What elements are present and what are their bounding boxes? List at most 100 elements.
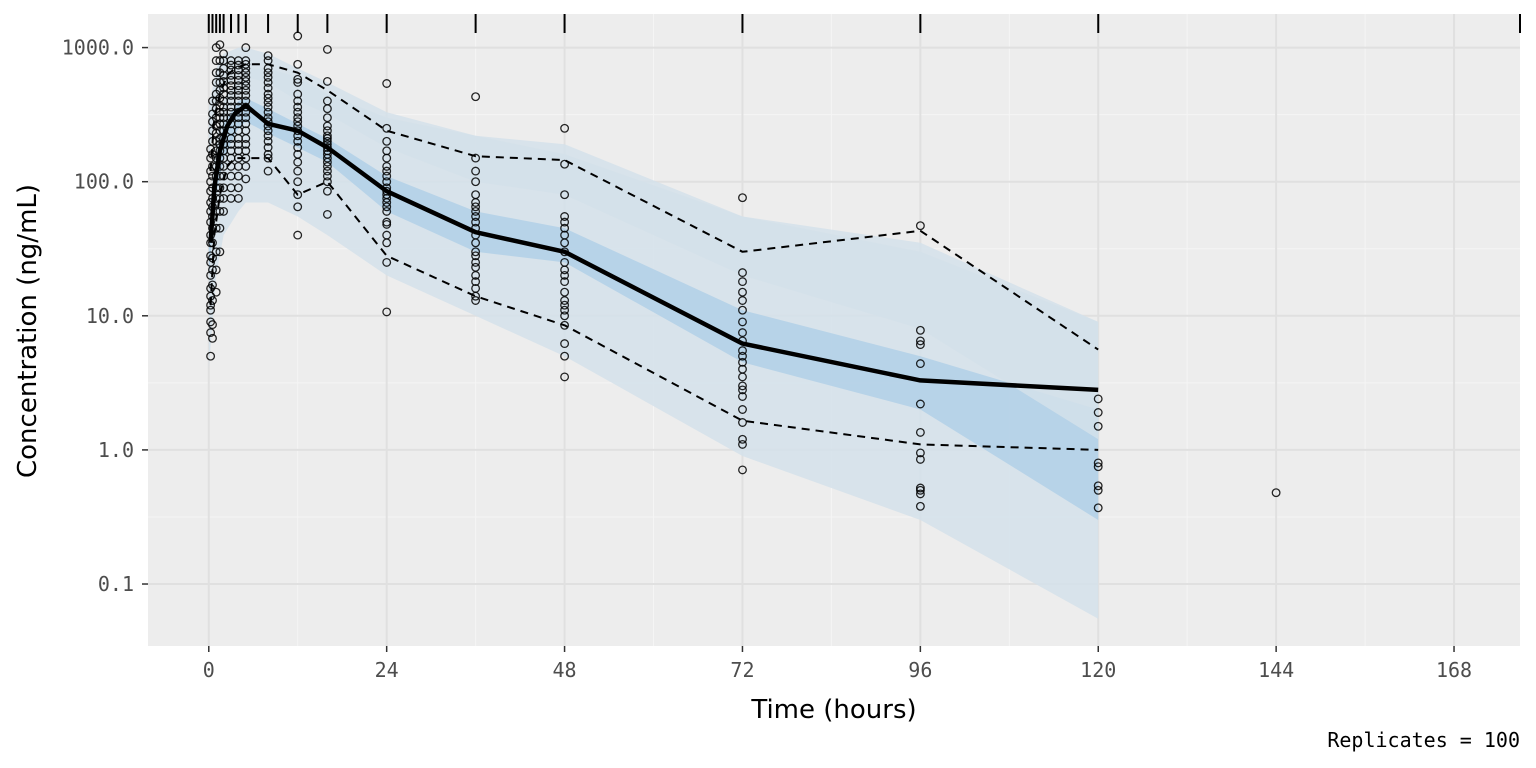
observed-point: [560, 159, 570, 169]
observed-point: [293, 136, 303, 146]
observed-point: [208, 280, 217, 290]
observed-point: [560, 212, 570, 221]
observed-point: [211, 247, 221, 257]
observed-point: [241, 90, 251, 100]
observed-point: [263, 97, 273, 107]
x-axis-title: Time (hours): [750, 695, 916, 725]
x-tick-label: 120: [1080, 658, 1116, 682]
observed-point: [293, 77, 303, 87]
observed-point: [293, 89, 303, 99]
observed-point: [241, 119, 251, 129]
observed-point: [293, 166, 303, 176]
observed-point: [738, 439, 747, 449]
observed-point: [293, 59, 303, 69]
observed-point: [233, 193, 243, 203]
observed-point: [738, 296, 747, 305]
observed-point: [560, 339, 570, 349]
x-tick-label: 24: [375, 658, 399, 682]
observed-point: [263, 153, 273, 163]
observed-point: [215, 247, 225, 257]
observed-point: [293, 96, 303, 106]
axes: 0 24 48 72 96 120 144 168 0.1 1.0 10.0 100.0 1000.0: [62, 36, 1472, 682]
observed-point: [241, 68, 251, 78]
observed-point: [206, 351, 216, 361]
observed-point: [382, 202, 392, 212]
observed-point: [241, 174, 251, 184]
observed-point: [263, 93, 273, 103]
observed-point: [471, 153, 481, 163]
y-tick-label: 1000.0: [62, 36, 134, 60]
observed-point: [471, 190, 481, 200]
observed-point: [293, 143, 303, 152]
observed-point: [1093, 503, 1103, 513]
observed-point: [219, 49, 229, 59]
observed-point: [211, 68, 221, 78]
observed-point: [738, 381, 747, 391]
observed-point: [382, 171, 392, 181]
observed-point: [219, 206, 229, 216]
observed-point: [560, 372, 570, 382]
observed-point: [263, 51, 273, 61]
observed-point: [1093, 462, 1103, 472]
observed-point: [322, 113, 332, 123]
observed-point: [208, 333, 217, 343]
observed-point: [263, 107, 273, 117]
observed-point: [208, 296, 217, 305]
observed-point: [915, 359, 925, 369]
observed-point: [738, 392, 747, 401]
observed-point: [215, 193, 225, 203]
observed-point: [322, 76, 332, 86]
observed-point: [241, 113, 251, 123]
observed-point: [471, 177, 481, 187]
observed-point: [322, 96, 332, 106]
observed-point: [206, 305, 216, 315]
observed-point: [1093, 421, 1103, 431]
observed-point: [322, 131, 332, 141]
observed-point: [241, 126, 251, 136]
observed-point: [382, 79, 392, 88]
observed-point: [915, 501, 925, 511]
observed-point: [560, 305, 570, 315]
y-tick-label: 100.0: [74, 170, 134, 194]
y-axis-title: Concentration (ng/mL): [13, 184, 43, 478]
observed-point: [738, 287, 747, 297]
observed-point: [471, 206, 481, 216]
observed-point: [263, 72, 273, 82]
observed-point: [382, 307, 392, 317]
x-tick-label: 96: [908, 658, 932, 682]
observed-point: [208, 320, 217, 330]
caption: Replicates = 100: [1327, 728, 1520, 752]
observed-point: [471, 296, 481, 305]
observed-point: [322, 166, 332, 176]
percentile-lines: [208, 63, 1099, 451]
observed-point: [560, 320, 570, 330]
observed-point: [382, 177, 392, 187]
band-median: [208, 98, 1099, 520]
observed-point: [293, 107, 303, 117]
observed-point: [915, 489, 925, 499]
observed-point: [322, 177, 332, 187]
observed-point: [471, 247, 481, 257]
observed-point: [471, 257, 481, 267]
observed-point: [471, 212, 481, 221]
observed-point: [293, 102, 303, 112]
observed-point: [560, 123, 570, 133]
observed-point: [211, 287, 221, 297]
observed-point: [738, 317, 747, 327]
observed-point: [382, 161, 392, 171]
observed-point: [215, 56, 225, 66]
observed-point: [322, 161, 332, 171]
observed-point: [738, 277, 747, 287]
observed-point: [560, 270, 570, 280]
observed-point: [241, 85, 251, 95]
observed-point: [915, 448, 925, 458]
x-tick-label: 168: [1436, 658, 1472, 682]
observed-point: [560, 287, 570, 297]
y-tick-label: 1.0: [98, 438, 134, 462]
observed-point: [382, 230, 392, 240]
observed-point: [208, 96, 217, 106]
observed-point: [915, 325, 925, 335]
observed-point: [322, 186, 332, 196]
observed-point: [915, 221, 925, 231]
observed-point: [215, 206, 225, 216]
